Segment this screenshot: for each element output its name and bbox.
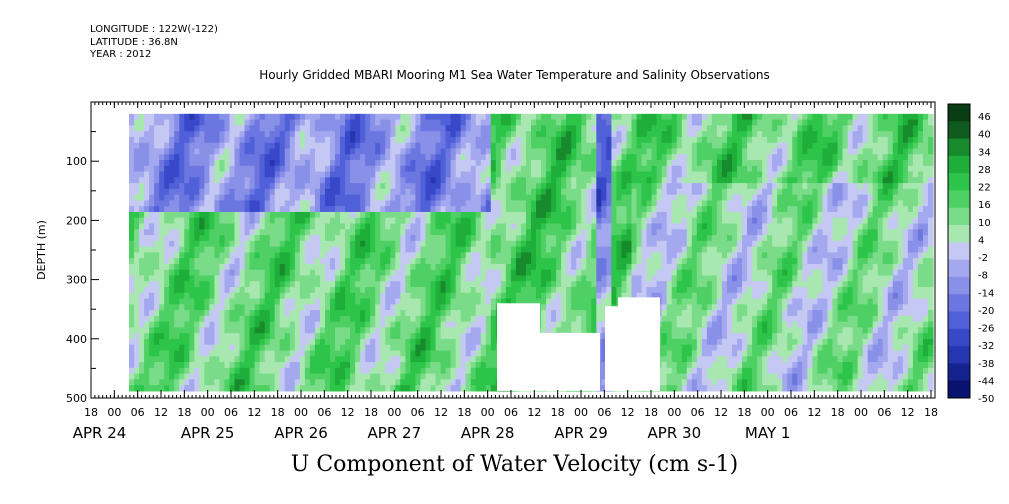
- colorbar: 46 40 34 28 22 16 10 4 -2 -8 -14 -20 -26 -32 -38 -44 -50: [947, 103, 994, 405]
- x-day-label: APR 29: [554, 424, 608, 442]
- data-gap: [497, 303, 540, 391]
- colorbar-label: -44: [978, 376, 994, 387]
- colorbar-label: 46: [978, 112, 991, 123]
- colorbar-swatch: [948, 259, 970, 278]
- velocity-field: [129, 113, 934, 392]
- x-day-label: APR 28: [461, 424, 515, 442]
- x-hour-label: 18: [737, 406, 751, 419]
- colorbar-label: -20: [978, 306, 994, 317]
- x-hour-label: 00: [294, 406, 308, 419]
- colorbar-swatch: [948, 225, 970, 243]
- colorbar-swatch: [948, 242, 970, 261]
- colorbar-swatch: [948, 328, 970, 347]
- colorbar-frame: [947, 103, 971, 399]
- y-tick-label: 100: [66, 155, 87, 168]
- y-tick-label: 500: [66, 392, 87, 405]
- x-hour-label: 12: [714, 406, 728, 419]
- x-day-label: MAY 1: [745, 424, 791, 442]
- x-hour-label: 00: [574, 406, 588, 419]
- colorbar-swatch: [948, 294, 970, 313]
- x-hour-label: 00: [387, 406, 401, 419]
- x-hour-label: 06: [411, 406, 425, 419]
- colorbar-swatch: [948, 173, 970, 191]
- colorbar-label: -2: [978, 253, 988, 264]
- colorbar-swatch: [948, 155, 970, 174]
- colorbar-label: -38: [978, 359, 994, 370]
- colorbar-swatch: [948, 104, 970, 122]
- colorbar-swatch: [948, 121, 970, 140]
- x-hour-label: 00: [761, 406, 775, 419]
- colorbar-label: 28: [978, 165, 991, 176]
- x-day-label: APR 25: [181, 424, 235, 442]
- x-hour-label: 00: [107, 406, 121, 419]
- x-hour-label: 06: [317, 406, 331, 419]
- colorbar-label: 4: [978, 235, 984, 246]
- x-hour-label: 00: [854, 406, 868, 419]
- axes: 100 200 300 400 500 DEPTH (m) 18 00 06 12 18 00 06 12…: [35, 101, 938, 442]
- x-hour-label: 12: [901, 406, 915, 419]
- data-gap: [540, 332, 600, 391]
- x-hour-label: 18: [364, 406, 378, 419]
- colorbar-swatch: [948, 346, 970, 364]
- y-tick-label: 400: [66, 333, 87, 346]
- colorbar-swatch: [948, 276, 970, 295]
- x-hour-label: 06: [131, 406, 145, 419]
- x-hour-label: 06: [877, 406, 891, 419]
- x-hour-label: 18: [644, 406, 658, 419]
- x-hour-label: 18: [84, 406, 98, 419]
- x-hour-label: 06: [784, 406, 798, 419]
- colorbar-label: 40: [978, 130, 991, 141]
- colorbar-label: 22: [978, 183, 991, 194]
- y-tick-label: 200: [66, 214, 87, 227]
- colorbar-label: 34: [978, 147, 991, 158]
- x-hour-label: 18: [177, 406, 191, 419]
- x-day-label: APR 30: [648, 424, 702, 442]
- x-hour-label: 00: [667, 406, 681, 419]
- y-tick-label: 300: [66, 274, 87, 287]
- x-hour-label: 06: [691, 406, 705, 419]
- year-label: YEAR : 2012: [90, 49, 152, 60]
- colorbar-label: 16: [978, 200, 991, 211]
- colorbar-swatch: [948, 363, 970, 382]
- x-hour-label: 12: [621, 406, 635, 419]
- data-gap: [618, 297, 660, 391]
- colorbar-label: -14: [978, 288, 994, 299]
- colorbar-label: -32: [978, 341, 994, 352]
- x-axis-title: U Component of Water Velocity (cm s-1): [290, 452, 739, 477]
- colorbar-swatch: [948, 311, 970, 330]
- colorbar-label: -50: [978, 394, 994, 405]
- y-axis-label: DEPTH (m): [35, 220, 48, 280]
- colorbar-label: -8: [978, 271, 988, 282]
- colorbar-label: 10: [978, 218, 991, 229]
- x-hour-label: 12: [527, 406, 541, 419]
- x-day-label: APR 27: [368, 424, 422, 442]
- x-hour-label: 06: [597, 406, 611, 419]
- latitude-label: LATITUDE : 36.8N: [90, 37, 178, 48]
- x-hour-label: 18: [551, 406, 565, 419]
- x-hour-label: 00: [201, 406, 215, 419]
- x-hour-label: 12: [341, 406, 355, 419]
- x-day-label: APR 24: [73, 424, 127, 442]
- x-hour-label: 18: [271, 406, 285, 419]
- x-hour-label: 06: [224, 406, 238, 419]
- chart-title: Hourly Gridded MBARI Mooring M1 Sea Wate…: [259, 68, 770, 82]
- x-hour-label: 18: [924, 406, 938, 419]
- x-hour-label: 18: [831, 406, 845, 419]
- longitude-label: LONGITUDE : 122W(-122): [90, 24, 218, 35]
- x-hour-label: 12: [807, 406, 821, 419]
- x-hour-label: 18: [457, 406, 471, 419]
- x-hour-label: 12: [154, 406, 168, 419]
- colorbar-swatch: [948, 380, 970, 399]
- colorbar-swatch: [948, 190, 970, 209]
- colorbar-swatch: [948, 207, 970, 226]
- colorbar-label: -26: [978, 324, 994, 335]
- x-hour-label: 06: [504, 406, 518, 419]
- x-hour-label: 12: [434, 406, 448, 419]
- x-hour-label: 12: [247, 406, 261, 419]
- colorbar-swatch: [948, 138, 970, 157]
- x-hour-label: 00: [481, 406, 495, 419]
- x-day-label: APR 26: [274, 424, 328, 442]
